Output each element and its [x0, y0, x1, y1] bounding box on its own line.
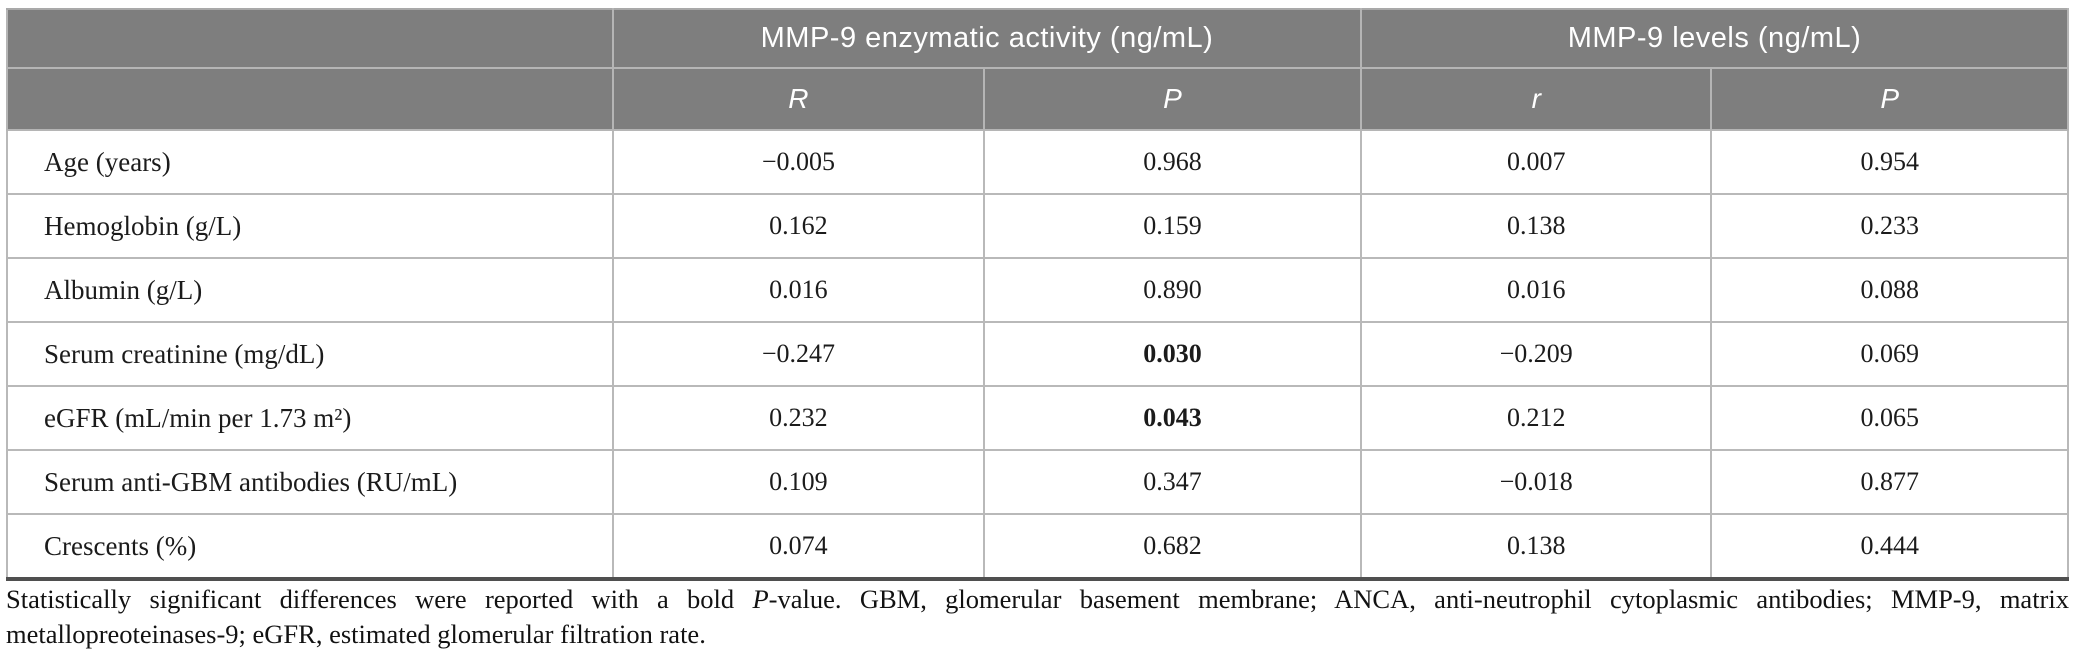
cell-value: 0.043 — [982, 385, 1363, 451]
subheader-P-activity: P — [982, 67, 1363, 131]
table-row: Serum anti-GBM antibodies (RU/mL) 0.109 … — [6, 449, 2069, 515]
table-row: Crescents (%) 0.074 0.682 0.138 0.444 — [6, 513, 2069, 580]
table-row: eGFR (mL/min per 1.73 m²) 0.232 0.043 0.… — [6, 385, 2069, 451]
table-row: Hemoglobin (g/L) 0.162 0.159 0.138 0.233 — [6, 193, 2069, 259]
row-label: Crescents (%) — [6, 513, 614, 580]
cell-value: 0.877 — [1710, 449, 2069, 515]
row-label: Hemoglobin (g/L) — [6, 193, 614, 259]
row-label: Serum creatinine (mg/dL) — [6, 321, 614, 387]
cell-value: 0.016 — [611, 257, 985, 323]
cell-value: 0.007 — [1360, 129, 1713, 195]
correlation-table-wrap: MMP-9 enzymatic activity (ng/mL) MMP-9 l… — [6, 8, 2069, 581]
cell-value: −0.247 — [611, 321, 985, 387]
column-group-enzymatic-activity: MMP-9 enzymatic activity (ng/mL) — [611, 8, 1363, 69]
footnote-text-part2: -value. GBM, glomerular basement membran… — [6, 584, 2069, 650]
cell-value: 0.016 — [1360, 257, 1713, 323]
cell-value: 0.065 — [1710, 385, 2069, 451]
table-row: Serum creatinine (mg/dL) −0.247 0.030 −0… — [6, 321, 2069, 387]
subheader-r-levels: r — [1360, 67, 1713, 131]
cell-value: −0.018 — [1360, 449, 1713, 515]
cell-value: −0.005 — [611, 129, 985, 195]
header-group-row: MMP-9 enzymatic activity (ng/mL) MMP-9 l… — [6, 8, 2069, 69]
cell-value: 0.444 — [1710, 513, 2069, 580]
cell-value: 0.968 — [982, 129, 1363, 195]
cell-value: 0.088 — [1710, 257, 2069, 323]
cell-value: 0.890 — [982, 257, 1363, 323]
column-group-levels: MMP-9 levels (ng/mL) — [1360, 8, 2069, 69]
cell-value: −0.209 — [1360, 321, 1713, 387]
cell-value: 0.232 — [611, 385, 985, 451]
cell-value: 0.109 — [611, 449, 985, 515]
subheader-P-levels: P — [1710, 67, 2069, 131]
footnote-italic-p: P — [752, 584, 769, 614]
header-sub-row: R P r P — [6, 67, 2069, 131]
row-label: Albumin (g/L) — [6, 257, 614, 323]
header-corner-cell — [6, 8, 614, 69]
row-label: Age (years) — [6, 129, 614, 195]
table-header: MMP-9 enzymatic activity (ng/mL) MMP-9 l… — [6, 8, 2069, 131]
cell-value: 0.159 — [982, 193, 1363, 259]
cell-value: 0.138 — [1360, 193, 1713, 259]
table-footnote: Statistically significant differences we… — [6, 582, 2069, 652]
cell-value: 0.030 — [982, 321, 1363, 387]
cell-value: 0.074 — [611, 513, 985, 580]
cell-value: 0.347 — [982, 449, 1363, 515]
cell-value: 0.682 — [982, 513, 1363, 580]
correlation-table: MMP-9 enzymatic activity (ng/mL) MMP-9 l… — [6, 8, 2069, 581]
cell-value: 0.954 — [1710, 129, 2069, 195]
cell-value: 0.138 — [1360, 513, 1713, 580]
header-corner-cell — [6, 67, 614, 131]
cell-value: 0.069 — [1710, 321, 2069, 387]
table-body: Age (years) −0.005 0.968 0.007 0.954 Hem… — [6, 129, 2069, 580]
table-row: Albumin (g/L) 0.016 0.890 0.016 0.088 — [6, 257, 2069, 323]
row-label: eGFR (mL/min per 1.73 m²) — [6, 385, 614, 451]
row-label: Serum anti-GBM antibodies (RU/mL) — [6, 449, 614, 515]
cell-value: 0.162 — [611, 193, 985, 259]
subheader-R-activity: R — [611, 67, 985, 131]
cell-value: 0.233 — [1710, 193, 2069, 259]
footnote-text-part1: Statistically significant differences we… — [6, 584, 753, 614]
cell-value: 0.212 — [1360, 385, 1713, 451]
table-row: Age (years) −0.005 0.968 0.007 0.954 — [6, 129, 2069, 195]
